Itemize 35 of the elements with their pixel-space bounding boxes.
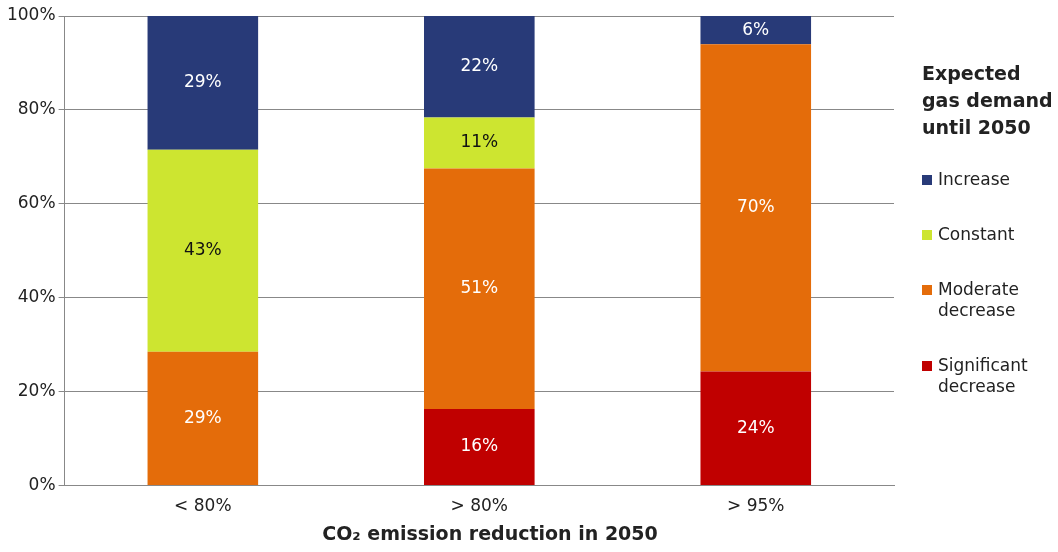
- data-label: 16%: [460, 435, 499, 456]
- bar: [147, 16, 259, 150]
- data-label: 11%: [460, 131, 499, 152]
- bar: [700, 44, 812, 372]
- bar: [147, 351, 259, 486]
- bar: [424, 409, 535, 486]
- y-tick-label: 40%: [17, 286, 56, 307]
- data-label: 22%: [460, 55, 499, 76]
- bar: [424, 16, 535, 118]
- data-label: 6%: [742, 18, 770, 39]
- legend-label: Constant: [938, 224, 1015, 245]
- y-tick-label: 80%: [17, 98, 56, 119]
- x-tick-label: < 80%: [174, 495, 232, 516]
- legend-label: Increase: [938, 169, 1010, 190]
- y-tick-label: 60%: [17, 192, 56, 213]
- data-label: 29%: [183, 71, 222, 92]
- data-label: 43%: [183, 239, 222, 260]
- bar: [700, 16, 812, 45]
- x-axis-title: CO₂ emission reduction in 2050: [321, 522, 659, 544]
- legend-label: Significant decrease: [938, 355, 1029, 397]
- y-tick-label: 100%: [6, 4, 56, 25]
- x-tick-label: > 80%: [450, 495, 509, 516]
- data-label: 51%: [460, 277, 499, 298]
- legend-label: Moderate decrease: [938, 279, 1020, 321]
- bar: [424, 168, 535, 410]
- y-tick-label: 0%: [28, 474, 56, 495]
- bar: [700, 371, 812, 486]
- data-label: 29%: [183, 406, 222, 427]
- bar: [424, 117, 535, 169]
- legend-title: Expected gas demand until 2050: [922, 61, 1054, 140]
- data-label: 24%: [736, 416, 775, 437]
- x-tick-label: > 95%: [727, 495, 785, 516]
- bar: [147, 149, 259, 352]
- y-tick-label: 20%: [17, 380, 56, 401]
- data-label: 70%: [736, 196, 775, 217]
